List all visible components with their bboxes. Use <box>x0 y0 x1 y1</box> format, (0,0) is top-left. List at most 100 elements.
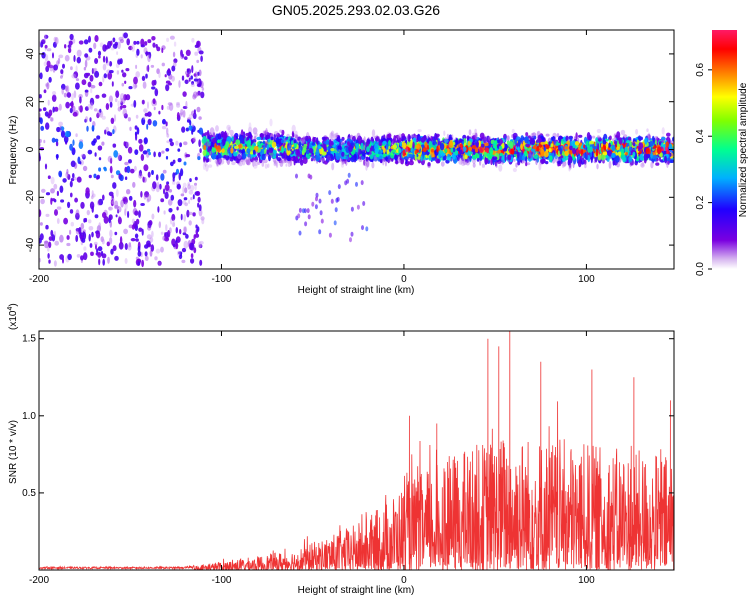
heatmap-cell <box>102 75 105 83</box>
heatmap-cell <box>420 155 423 162</box>
heatmap-cell <box>105 126 110 133</box>
heatmap-cell <box>138 144 144 152</box>
heatmap-cell <box>143 194 147 200</box>
heatmap-cell <box>460 159 466 167</box>
heatmap-cell <box>333 133 338 140</box>
heatmap-cell <box>172 219 175 226</box>
heatmap-cell <box>568 164 572 170</box>
heatmap-cell <box>359 156 362 160</box>
heatmap-cell <box>344 180 348 186</box>
heatmap-cell <box>54 240 59 246</box>
heatmap-cell <box>365 226 369 232</box>
heatmap-cell <box>361 225 364 231</box>
heatmap-cell <box>108 214 113 221</box>
heatmap-cell <box>299 153 303 159</box>
heatmap-cell <box>127 117 131 122</box>
heatmap-cell <box>42 107 47 112</box>
heatmap-cell <box>44 83 49 87</box>
snr-scale-label: (x104) <box>7 303 19 330</box>
heatmap-cell <box>166 105 171 110</box>
heatmap-cell <box>91 125 95 132</box>
heatmap-cell <box>564 146 569 150</box>
heatmap-cell <box>198 244 203 249</box>
heatmap-cell <box>116 70 120 75</box>
heatmap-cell <box>96 112 100 119</box>
heatmap-cell <box>86 72 91 77</box>
heatmap-cell <box>80 255 84 261</box>
heatmap-cell <box>124 243 128 250</box>
heatmap-cell <box>186 209 190 218</box>
heatmap-cell <box>628 155 633 164</box>
heatmap-cell <box>273 133 277 141</box>
heatmap-cell <box>333 220 337 226</box>
heatmap-cell <box>424 141 428 148</box>
heatmap-cell <box>88 35 91 43</box>
heatmap-cell <box>548 148 552 153</box>
heatmap-cell <box>192 91 198 98</box>
heatmap-cells <box>39 32 674 268</box>
heatmap-cell <box>328 190 332 196</box>
heatmap-cell <box>188 113 194 120</box>
heatmap-cell <box>655 162 660 166</box>
heatmap-cell <box>166 181 170 185</box>
heatmap-cell <box>75 82 80 90</box>
heatmap-cell <box>347 172 351 178</box>
heatmap-cell <box>175 242 179 250</box>
heatmap-cell <box>235 139 241 146</box>
heatmap-cell <box>48 109 53 117</box>
heatmap-cell <box>89 105 93 109</box>
heatmap-cell <box>156 46 161 52</box>
heatmap-cell <box>253 160 257 167</box>
heatmap-cell <box>202 135 207 144</box>
heatmap-cell <box>356 204 360 210</box>
heatmap-cell <box>374 157 378 162</box>
heatmap-cell <box>147 224 152 231</box>
heatmap-cell <box>596 128 602 134</box>
heatmap-cell <box>611 153 616 158</box>
heatmap-cell <box>186 73 190 78</box>
heatmap-cell <box>458 158 463 165</box>
heatmap-cell <box>80 222 85 230</box>
heatmap-cell <box>164 74 167 78</box>
heatmap-cell <box>61 88 64 95</box>
heatmap-cell <box>548 141 551 146</box>
heatmap-cell <box>535 157 538 166</box>
heatmap-cell <box>441 152 446 156</box>
heatmap-cell <box>273 160 277 165</box>
heatmap-cell <box>161 104 164 111</box>
colorbar-tick-label: 0.4 <box>695 129 706 143</box>
heatmap-cell <box>402 149 406 157</box>
heatmap-cell <box>636 139 640 145</box>
heatmap-cell <box>53 183 58 190</box>
heatmap-cell <box>578 150 581 155</box>
heatmap-cell <box>68 40 73 46</box>
heatmap-cell <box>175 140 179 146</box>
heatmap-cell <box>134 125 138 130</box>
heatmap-cell <box>150 244 155 252</box>
heatmap-cell <box>184 202 188 207</box>
heatmap-cell <box>266 134 271 140</box>
heatmap-cell <box>204 161 207 167</box>
heatmap-cell <box>188 211 193 215</box>
heatmap-cell <box>169 138 173 143</box>
heatmap-cell <box>123 141 127 147</box>
heatmap-cell <box>161 47 164 54</box>
heatmap-cell <box>109 237 113 245</box>
heatmap-cell <box>118 241 124 250</box>
snr-x-tick-label: 100 <box>578 575 595 586</box>
heatmap-cell <box>144 251 148 257</box>
heatmap-cell <box>61 83 66 90</box>
heatmap-cell <box>530 148 536 152</box>
colorbar-ticks: 0.00.20.40.6 <box>695 62 712 276</box>
heatmap-cell <box>422 151 425 156</box>
heatmap-cell <box>211 152 217 160</box>
heatmap-cell <box>360 142 364 150</box>
heatmap-cell <box>151 170 154 175</box>
heatmap-cell <box>110 199 114 207</box>
heatmap-cell <box>218 158 222 166</box>
heatmap-cell <box>75 234 79 243</box>
heatmap-cell <box>648 134 651 141</box>
heatmap-cell <box>185 100 188 109</box>
heatmap-cell <box>78 106 81 111</box>
heatmap-cell <box>418 135 422 142</box>
